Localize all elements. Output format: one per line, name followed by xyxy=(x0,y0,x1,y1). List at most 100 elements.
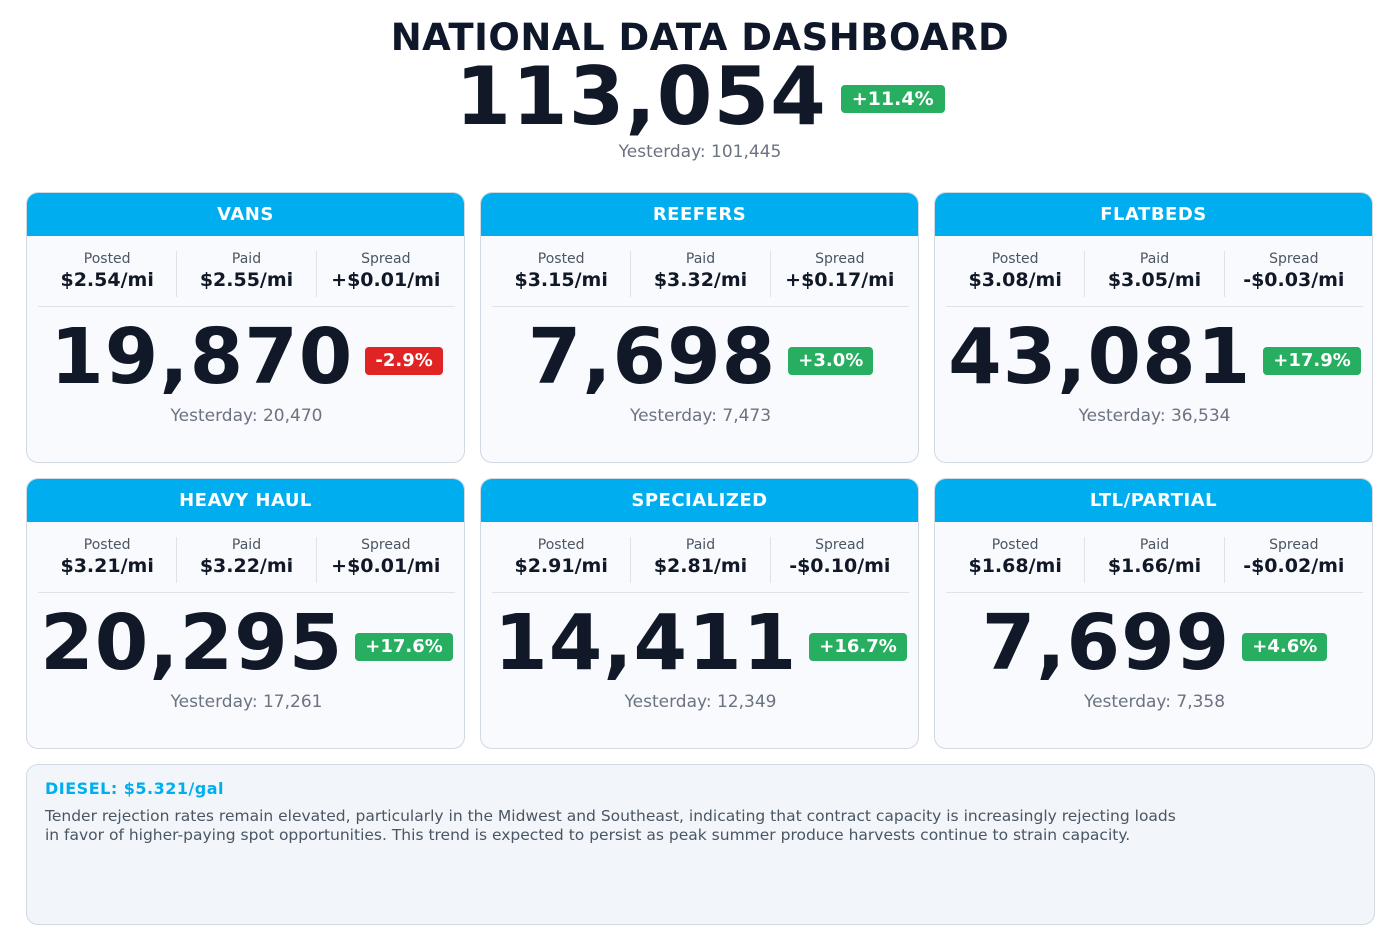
metric-posted: Posted $2.54/mi xyxy=(38,251,176,297)
card-reefers: REEFERS Posted $3.15/mi Paid $3.32/mi Sp… xyxy=(480,192,919,463)
metric-spread: Spread -$0.10/mi xyxy=(769,537,909,583)
card-count: 19,870 xyxy=(50,313,354,402)
change-badge: -2.9% xyxy=(365,347,443,375)
metric-value: $2.55/mi xyxy=(199,269,294,291)
metric-label: Spread xyxy=(361,537,411,553)
metric-posted: Posted $1.68/mi xyxy=(946,537,1084,583)
card-title: VANS xyxy=(27,193,464,236)
diesel-price: DIESEL: $5.321/gal xyxy=(45,779,1356,798)
rate-metrics: Posted $3.15/mi Paid $3.32/mi Spread +$0… xyxy=(492,251,909,307)
metric-value: $2.91/mi xyxy=(514,555,608,577)
metric-label: Paid xyxy=(685,537,716,553)
metric-value: $1.66/mi xyxy=(1107,555,1202,577)
card-title: LTL/PARTIAL xyxy=(935,479,1372,522)
metric-label: Posted xyxy=(83,251,131,267)
metric-posted: Posted $3.15/mi xyxy=(492,251,630,297)
metric-label: Posted xyxy=(537,251,585,267)
rate-metrics: Posted $2.91/mi Paid $2.81/mi Spread -$0… xyxy=(492,537,909,593)
card-count-row: 20,295 +17.6% xyxy=(27,599,464,689)
metric-label: Spread xyxy=(361,251,411,267)
card-count-row: 14,411 +16.7% xyxy=(481,599,918,689)
card-ltl-partial: LTL/PARTIAL Posted $1.68/mi Paid $1.66/m… xyxy=(934,478,1373,749)
metric-label: Spread xyxy=(1269,537,1319,553)
card-count-row: 43,081 +17.9% xyxy=(935,313,1372,403)
total-yesterday: Yesterday: 101,445 xyxy=(618,142,782,162)
dashboard-title: NATIONAL DATA DASHBOARD xyxy=(390,16,1010,59)
metric-value: $2.54/mi xyxy=(60,269,154,291)
metric-value: $3.15/mi xyxy=(514,269,608,291)
rate-metrics: Posted $2.54/mi Paid $2.55/mi Spread +$0… xyxy=(38,251,455,307)
card-heavy-haul: HEAVY HAUL Posted $3.21/mi Paid $3.22/mi… xyxy=(26,478,465,749)
diesel-value: $5.321/gal xyxy=(123,779,225,798)
metric-label: Paid xyxy=(1139,251,1170,267)
change-badge: +17.9% xyxy=(1263,347,1361,375)
metric-paid: Paid $3.22/mi xyxy=(176,537,315,583)
card-count-row: 7,699 +4.6% xyxy=(935,599,1372,689)
metric-posted: Posted $3.21/mi xyxy=(38,537,176,583)
metric-label: Posted xyxy=(991,251,1039,267)
metric-label: Paid xyxy=(231,251,262,267)
rate-metrics: Posted $3.08/mi Paid $3.05/mi Spread -$0… xyxy=(946,251,1363,307)
metric-value: -$0.10/mi xyxy=(789,555,891,577)
card-yesterday: Yesterday: 20,470 xyxy=(170,406,323,426)
card-count: 7,698 xyxy=(527,313,777,402)
card-yesterday: Yesterday: 17,261 xyxy=(170,692,323,712)
metric-value: +$0.01/mi xyxy=(331,555,441,577)
metric-paid: Paid $1.66/mi xyxy=(1084,537,1223,583)
card-count: 43,081 xyxy=(948,313,1252,402)
metric-posted: Posted $2.91/mi xyxy=(492,537,630,583)
metric-value: $3.22/mi xyxy=(199,555,294,577)
rate-metrics: Posted $3.21/mi Paid $3.22/mi Spread +$0… xyxy=(38,537,455,593)
card-flatbeds: FLATBEDS Posted $3.08/mi Paid $3.05/mi S… xyxy=(934,192,1373,463)
total-change-badge: +11.4% xyxy=(840,85,945,113)
metric-paid: Paid $3.32/mi xyxy=(630,251,769,297)
metric-label: Paid xyxy=(1139,537,1170,553)
metric-label: Spread xyxy=(815,537,865,553)
card-specialized: SPECIALIZED Posted $2.91/mi Paid $2.81/m… xyxy=(480,478,919,749)
market-notes-panel: DIESEL: $5.321/gal Tender rejection rates… xyxy=(26,764,1375,925)
card-count-row: 7,698 +3.0% xyxy=(481,313,918,403)
rate-metrics: Posted $1.68/mi Paid $1.66/mi Spread -$0… xyxy=(946,537,1363,593)
metric-value: $1.68/mi xyxy=(968,555,1062,577)
metric-label: Paid xyxy=(685,251,716,267)
metric-paid: Paid $2.81/mi xyxy=(630,537,769,583)
card-vans: VANS Posted $2.54/mi Paid $2.55/mi Sprea… xyxy=(26,192,465,463)
metric-spread: Spread -$0.02/mi xyxy=(1223,537,1363,583)
card-yesterday: Yesterday: 36,534 xyxy=(1078,406,1231,426)
total-count: 113,054 xyxy=(455,50,827,143)
metric-value: -$0.03/mi xyxy=(1243,269,1345,291)
change-badge: +16.7% xyxy=(809,633,907,661)
card-title: FLATBEDS xyxy=(935,193,1372,236)
diesel-label: DIESEL: xyxy=(45,779,118,798)
metric-paid: Paid $3.05/mi xyxy=(1084,251,1223,297)
change-badge: +17.6% xyxy=(355,633,453,661)
card-count-row: 19,870 -2.9% xyxy=(27,313,464,403)
card-count: 7,699 xyxy=(981,599,1231,688)
card-title: REEFERS xyxy=(481,193,918,236)
metric-value: $3.32/mi xyxy=(653,269,748,291)
metric-spread: Spread +$0.17/mi xyxy=(769,251,909,297)
metric-posted: Posted $3.08/mi xyxy=(946,251,1084,297)
metric-label: Posted xyxy=(991,537,1039,553)
metric-value: +$0.01/mi xyxy=(331,269,441,291)
change-badge: +3.0% xyxy=(788,347,874,375)
metric-value: -$0.02/mi xyxy=(1243,555,1345,577)
total-summary: 113,054 +11.4% xyxy=(0,52,1400,142)
metric-spread: Spread +$0.01/mi xyxy=(315,251,455,297)
change-badge: +4.6% xyxy=(1242,633,1328,661)
metric-value: +$0.17/mi xyxy=(785,269,895,291)
card-count: 14,411 xyxy=(494,599,798,688)
metric-spread: Spread -$0.03/mi xyxy=(1223,251,1363,297)
market-commentary: Tender rejection rates remain elevated, … xyxy=(45,807,1176,844)
card-title: SPECIALIZED xyxy=(481,479,918,522)
metric-label: Posted xyxy=(83,537,131,553)
metric-label: Paid xyxy=(231,537,262,553)
metric-value: $2.81/mi xyxy=(653,555,748,577)
card-title: HEAVY HAUL xyxy=(27,479,464,522)
metric-label: Spread xyxy=(815,251,865,267)
card-yesterday: Yesterday: 12,349 xyxy=(624,692,777,712)
metric-value: $3.05/mi xyxy=(1107,269,1202,291)
metric-value: $3.08/mi xyxy=(968,269,1062,291)
metric-paid: Paid $2.55/mi xyxy=(176,251,315,297)
metric-spread: Spread +$0.01/mi xyxy=(315,537,455,583)
